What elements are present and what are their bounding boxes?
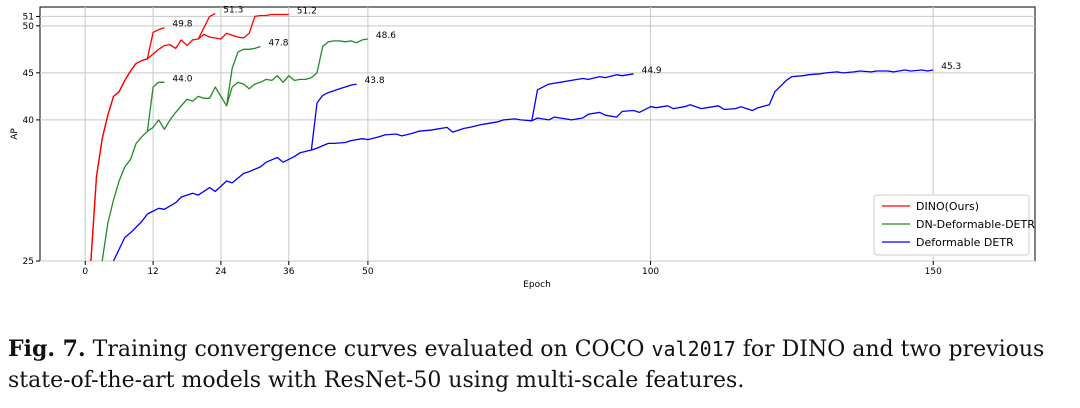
series <box>90 13 934 262</box>
x-tick-label: 150 <box>925 267 942 277</box>
end-label-deformable-detr-12-epoch: 43.8 <box>365 76 385 86</box>
series-line-dn-detr-24-epoch <box>225 45 261 106</box>
x-tick-label: 0 <box>82 267 88 277</box>
caption-label: Fig. 7. <box>8 336 86 362</box>
x-tick-label: 12 <box>147 267 158 277</box>
x-axis-label: Epoch <box>523 280 551 290</box>
series-line-deformable-detr-12-epoch <box>310 83 357 151</box>
legend: DINO(Ours) DN-Deformable-DETR Deformable… <box>873 194 1035 256</box>
series-line-dino-24-epoch <box>197 13 216 40</box>
end-label-dn-deformable-detr: 48.6 <box>376 31 396 41</box>
series-line-deformable-detr <box>112 69 934 262</box>
figure-caption: Fig. 7. Training convergence curves eval… <box>8 334 1074 396</box>
y-tick-label: 40 <box>23 116 35 126</box>
y-tick-label: 50 <box>23 22 35 32</box>
series-line-dn-detr-12-epoch <box>146 81 165 132</box>
x-tick-label: 50 <box>362 267 374 277</box>
legend-box <box>873 194 1030 256</box>
end-label-dino-ours: 51.2 <box>297 7 317 17</box>
series-line-dn-deformable-detr <box>101 38 369 262</box>
end-label-dn-detr-12-epoch: 44.0 <box>172 74 192 84</box>
y-tick-label: 45 <box>23 69 34 79</box>
y-axis-label: AP <box>10 128 20 140</box>
series-line-deformable-detr-50-epoch <box>531 73 634 121</box>
series-line-dino-12-epoch <box>90 27 165 262</box>
caption-text-after: for DINO and two previous state-of-the-a… <box>8 337 1045 393</box>
end-label-dino-24-epoch: 51.3 <box>223 6 243 16</box>
end-label-deformable-detr-50-epoch: 44.9 <box>642 66 662 76</box>
caption-text-before: Training convergence curves evaluated on… <box>85 337 652 362</box>
legend-label-dino: DINO(Ours) <box>916 200 979 213</box>
end-label-dn-detr-24-epoch: 47.8 <box>268 39 288 49</box>
end-labels: 51.2 49.8 51.3 48.6 44.0 47.8 45.3 43.8 44.9 <box>172 6 961 87</box>
x-tick-label: 100 <box>642 267 659 277</box>
legend-label-dn-detr: DN-Deformable-DETR <box>916 218 1035 231</box>
legend-label-deformable-detr: Deformable DETR <box>916 236 1014 249</box>
y-tick-label: 51 <box>23 12 34 22</box>
end-label-dino-12-epoch: 49.8 <box>172 20 192 30</box>
x-tick-label: 24 <box>215 267 227 277</box>
y-tick-label: 25 <box>23 257 34 267</box>
end-label-deformable-detr: 45.3 <box>941 62 961 72</box>
caption-code: val2017 <box>651 337 736 361</box>
plot-area <box>39 6 1036 262</box>
x-tick-label: 36 <box>283 267 295 277</box>
